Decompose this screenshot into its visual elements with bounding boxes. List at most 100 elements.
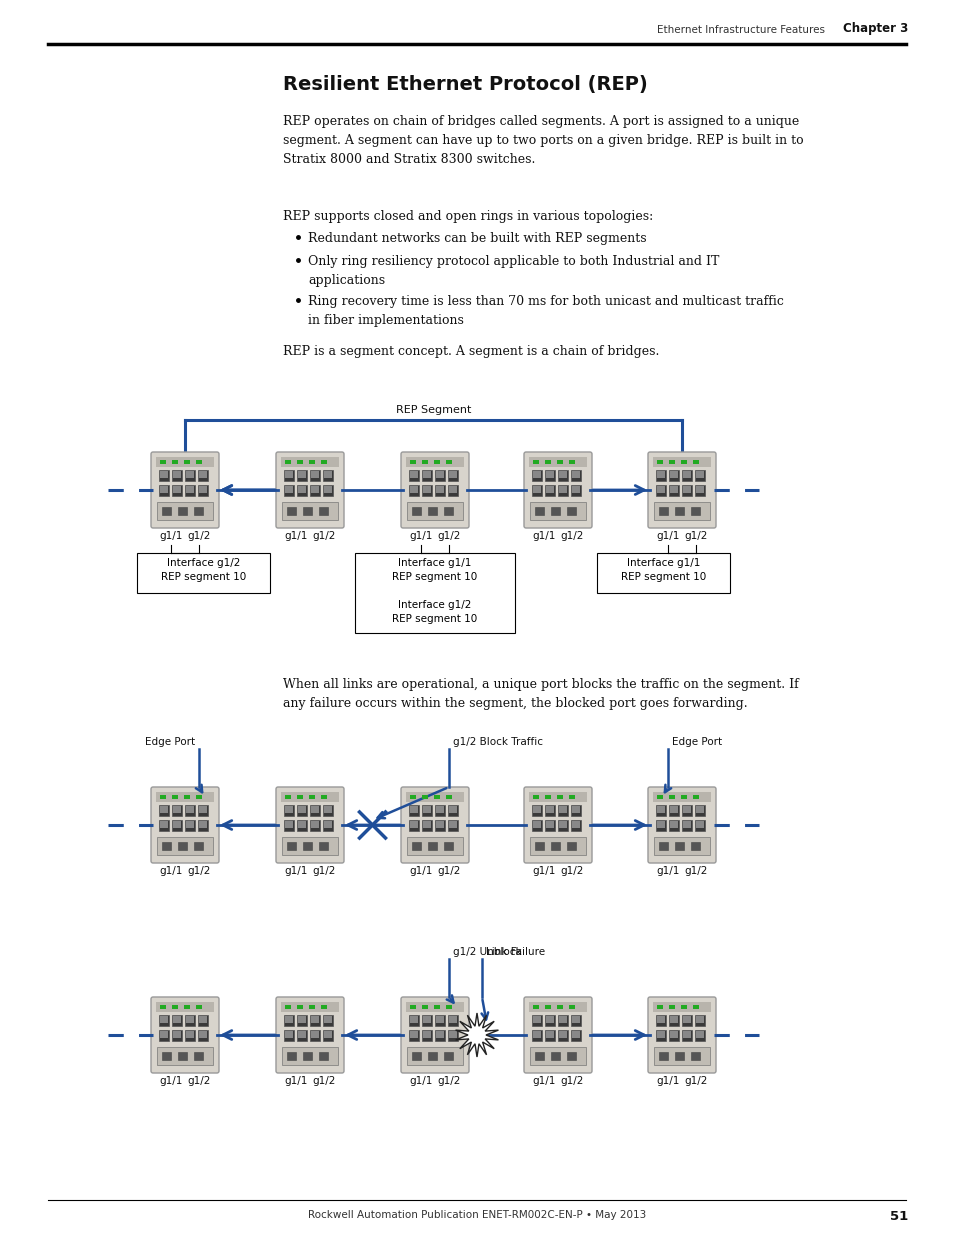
Bar — [421, 471, 432, 480]
Bar — [566, 508, 576, 515]
Bar — [696, 1016, 703, 1023]
Bar — [449, 487, 456, 493]
Bar — [449, 471, 456, 478]
Bar — [657, 487, 664, 493]
Bar — [185, 471, 194, 480]
Bar — [544, 820, 555, 831]
Bar — [435, 485, 444, 496]
Bar — [320, 1005, 327, 1009]
Bar — [160, 795, 166, 799]
Bar — [412, 1052, 420, 1060]
Bar — [422, 471, 431, 478]
Bar — [448, 471, 457, 480]
Bar — [571, 1030, 580, 1041]
Text: REP operates on chain of bridges called segments. A port is assigned to a unique: REP operates on chain of bridges called … — [283, 115, 802, 165]
FancyBboxPatch shape — [400, 997, 469, 1073]
Bar — [443, 1052, 453, 1060]
Bar — [156, 792, 213, 802]
Bar — [656, 805, 665, 816]
Bar — [410, 459, 416, 464]
Bar — [668, 795, 675, 799]
Bar — [446, 459, 452, 464]
Bar — [421, 820, 432, 831]
Bar — [284, 1030, 294, 1041]
Bar — [195, 1005, 202, 1009]
Bar — [184, 459, 190, 464]
Bar — [668, 485, 679, 496]
Bar — [652, 1002, 710, 1011]
Bar — [657, 821, 664, 827]
Bar — [696, 806, 703, 813]
Bar — [597, 553, 729, 593]
Bar — [160, 471, 168, 478]
Bar — [421, 795, 428, 799]
Text: g1/2: g1/2 — [312, 1076, 335, 1086]
Bar — [297, 487, 306, 493]
Bar — [172, 806, 181, 813]
Bar — [695, 805, 704, 816]
Bar — [533, 1005, 538, 1009]
Bar — [572, 821, 579, 827]
Bar — [199, 1016, 207, 1023]
Text: 51: 51 — [889, 1210, 907, 1223]
Bar — [448, 820, 457, 831]
Bar — [172, 820, 182, 831]
Bar — [285, 487, 293, 493]
Bar — [654, 1047, 709, 1065]
Bar — [544, 795, 551, 799]
Bar — [533, 471, 540, 478]
Text: REP Segment: REP Segment — [395, 405, 471, 415]
Bar — [680, 795, 686, 799]
Bar — [186, 471, 193, 478]
Bar — [422, 806, 431, 813]
Bar — [572, 1031, 579, 1037]
Text: g1/2: g1/2 — [187, 1076, 211, 1086]
Bar — [434, 795, 439, 799]
Bar — [172, 1031, 181, 1037]
Bar — [281, 1002, 338, 1011]
Bar — [195, 459, 202, 464]
Bar — [159, 1030, 169, 1041]
Bar — [532, 1030, 541, 1041]
Text: g1/1: g1/1 — [656, 866, 679, 876]
Bar — [551, 508, 559, 515]
Bar — [654, 501, 709, 520]
Text: g1/1: g1/1 — [532, 1076, 555, 1086]
Bar — [448, 1015, 457, 1026]
Bar — [690, 508, 700, 515]
Bar — [568, 459, 575, 464]
Bar — [195, 795, 202, 799]
Bar — [421, 805, 432, 816]
Bar — [448, 1030, 457, 1041]
FancyBboxPatch shape — [275, 997, 344, 1073]
Bar — [695, 485, 704, 496]
Bar — [406, 792, 463, 802]
Text: Resilient Ethernet Protocol (REP): Resilient Ethernet Protocol (REP) — [283, 75, 647, 94]
Bar — [690, 1052, 700, 1060]
Bar — [186, 1016, 193, 1023]
Bar — [532, 471, 541, 480]
Bar — [410, 1005, 416, 1009]
Bar — [545, 821, 554, 827]
Bar — [421, 459, 428, 464]
Bar — [296, 820, 307, 831]
Bar — [184, 795, 190, 799]
Bar — [435, 820, 444, 831]
Bar — [532, 1015, 541, 1026]
FancyBboxPatch shape — [275, 787, 344, 863]
Bar — [544, 1030, 555, 1041]
Bar — [311, 471, 318, 478]
Bar — [311, 1031, 318, 1037]
Bar — [159, 1015, 169, 1026]
Bar — [421, 1005, 428, 1009]
Bar — [695, 471, 704, 480]
Bar — [285, 471, 293, 478]
FancyBboxPatch shape — [523, 997, 592, 1073]
Bar — [421, 1030, 432, 1041]
Bar — [422, 487, 431, 493]
Bar — [159, 485, 169, 496]
Text: g1/1: g1/1 — [409, 866, 433, 876]
Bar — [692, 459, 699, 464]
Bar — [407, 501, 462, 520]
Polygon shape — [456, 1013, 497, 1057]
